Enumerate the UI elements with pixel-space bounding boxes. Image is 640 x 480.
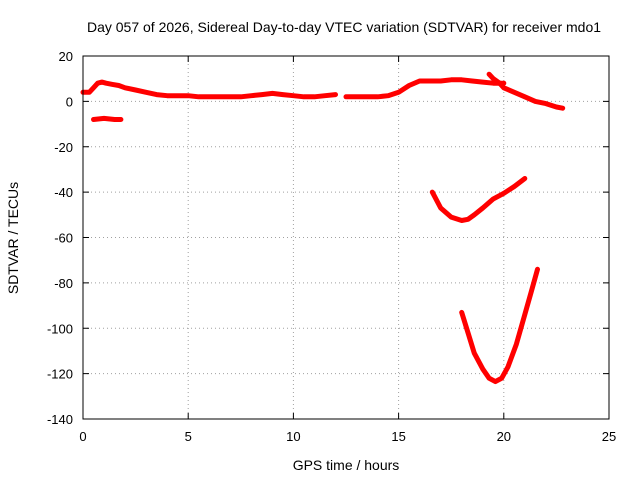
series-line-arc-2	[91, 115, 124, 122]
y-tick-label: 20	[59, 49, 73, 64]
ticks: -140 -120 -100 -80 -60 -40 -20 0 20 0 5 10 15 20 25	[47, 49, 616, 444]
x-tick-label: 5	[185, 429, 192, 444]
y-tick-label: -140	[47, 412, 73, 427]
series-line-arc-6	[459, 266, 540, 385]
grid	[83, 56, 609, 419]
y-tick-label: -60	[54, 231, 73, 246]
x-tick-label: 20	[497, 429, 511, 444]
series-line-arc-5	[429, 176, 528, 223]
chart-title: Day 057 of 2026, Sidereal Day-to-day VTE…	[87, 19, 601, 35]
x-tick-label: 10	[286, 429, 300, 444]
y-tick-label: -40	[54, 185, 73, 200]
y-tick-label: -80	[54, 276, 73, 291]
x-tick-label: 15	[391, 429, 405, 444]
y-axis-label: SDTVAR / TECUs	[5, 182, 21, 294]
x-tick-label: 0	[79, 429, 86, 444]
y-tick-label: -100	[47, 321, 73, 336]
y-tick-label: 0	[66, 94, 73, 109]
y-tick-label: -20	[54, 140, 73, 155]
series-line-arc-3	[343, 77, 507, 100]
series-line-arc-4	[486, 71, 566, 111]
plot-frame	[82, 55, 610, 420]
series-layer	[80, 71, 566, 385]
y-tick-label: -120	[47, 367, 73, 382]
x-axis-label: GPS time / hours	[293, 457, 400, 473]
x-tick-label: 25	[602, 429, 616, 444]
series-line-arc-1	[80, 79, 338, 100]
